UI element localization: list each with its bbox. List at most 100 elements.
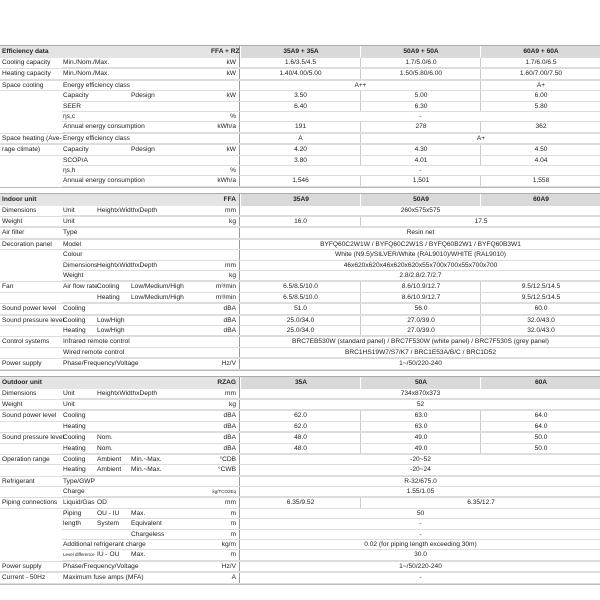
model-column-header: 50A9 + 50A [360,46,480,58]
value-cell: - [419,530,422,538]
value-cell: 278 [360,122,480,133]
row-sub-label: Heating [63,422,86,430]
value-cell: -20~52 [410,455,431,463]
value-cell: 6.35/12.7 [360,498,600,509]
unit-label: dBA [210,315,240,326]
row-label: Control systems [2,338,50,346]
value-cell: 4.04 [480,155,600,166]
row-sub-label: Cooling [63,434,86,442]
value-cell: 1.60/7.00/7.50 [480,69,600,80]
row-sub-label: Infrared remote control [63,338,130,346]
spec-row: Heating Nom. dBA 48.0 49.0 50.0 [0,443,600,454]
spec-row: Heating capacity Min./Nom./Max. kW 1.40/4.0… [0,68,600,80]
row-sub-label: Heating [63,444,86,452]
value-cell: 734x870x373 [400,389,441,397]
value-cell: 1.7/5.0/6.0 [360,58,480,69]
spec-row: Power supply Phase/Frequency/Voltage Hz/V 1… [0,358,600,370]
value-cell: 6.40 [294,102,307,110]
unit-label: kW [210,91,240,102]
value-cell: BRC7EB530W (standard panel) / BRC7F530W … [292,338,549,346]
row-sub-label: Min.~Max. [131,466,162,474]
row-sub-label: HeightxWidthxDepth [97,261,158,269]
row-divider [62,335,600,337]
row-sub-label: Piping [63,509,82,517]
row-sub-label: Heating [63,326,86,334]
row-sub-label: Cooling [63,316,86,324]
spec-row: Fan Air flow rate Cooling Low/Medium/High m³… [0,281,600,293]
row-divider [0,154,600,156]
row-sub-label: Air flow rate [63,283,98,291]
value-cell: 1.7/6.0/6.5 [480,58,600,69]
value-cell: 4.01 [360,155,480,166]
value-cell: 32.0/43.0 [480,325,600,337]
value-cell: 51.0 [294,305,307,313]
value-cell: 1.40/4.00/5.00 [279,70,322,78]
unit-label: kg/m [210,540,240,551]
row-divider [62,164,600,166]
row-label [0,102,62,112]
unit-label [210,155,240,166]
model-column-header: 50A [360,376,480,389]
row-divider [62,110,600,112]
row-label: Space heating (Ave- [2,134,62,142]
value-cell: 1,558 [480,176,600,187]
value-cell: 5.00 [360,91,480,102]
section-header-row: Efficiency data FFA + RZAG 35A9 + 35A 50A9 … [0,45,600,58]
value-cell: A+ [480,80,600,92]
value-cell: A [298,134,303,142]
value-cell: 1.6/3.5/4.5 [284,59,317,66]
row-label [0,550,62,560]
value-cell: 16.0 [294,218,307,226]
row-label: Piping connections [2,499,58,507]
model-column-header: 50A9 [360,193,480,206]
value-cell: 9.5/12.5/14.5 [480,282,600,293]
row-sub-label: ηs,h [63,166,76,174]
row-label [0,166,62,176]
spec-row: Space heating (Ave- Energy efficiency cla… [0,132,600,145]
row-sub-label: Wired remote control [63,348,125,356]
row-sub-label: Cooling [97,283,120,291]
value-cell: 52 [416,400,425,408]
row-label [0,326,62,336]
row-sub-label: Ambient [97,466,122,474]
row-label: Weight [2,400,23,408]
row-label: Air filter [2,229,25,237]
row-divider [62,280,600,282]
value-cell: - [419,574,422,582]
row-label: Sound power level [2,412,57,420]
row-label [0,112,62,122]
value-cell: 50.0 [480,443,600,454]
spec-row: rage climate) Capacity Pdesign kW 4.20 4.30 4.… [0,144,600,156]
row-sub-label: Type [63,229,78,237]
value-cell: -20~24 [410,466,431,474]
row-label [0,176,62,186]
spec-row: Space cooling Energy efficiency class A++ A… [0,79,600,92]
row-sub-label: HeightxWidthxDepth [97,389,158,397]
row-label [0,444,62,454]
unit-label: °CDB [210,454,240,466]
value-cell: 30.0 [414,551,427,559]
row-divider [0,249,600,251]
model-column-header: 35A9 [240,193,360,206]
spec-row: Heating Ambient Min.~Max. °CWB -20~24 [0,465,600,476]
value-cell: 191 [294,123,306,131]
row-sub-label: Low/Medium/High [131,293,184,301]
row-divider [62,121,600,123]
unit-label [210,250,240,261]
row-sub-label: Level difference [63,552,95,558]
value-cell: 64.0 [480,421,600,433]
row-sub-label: Max. [131,509,146,517]
row-divider [62,259,600,261]
row-label [0,487,62,497]
value-cell: 62.0 [294,422,307,430]
spec-row: Capacity Pdesign kW 3.50 5.00 6.00 [0,91,600,102]
value-cell: 3.50 [294,92,307,100]
row-divider [62,528,600,530]
row-label: Sound power level [2,305,57,313]
row-sub-label: Low/Medium/High [131,283,184,291]
unit-label: mm [210,388,240,399]
row-divider [0,313,600,315]
value-cell: 1.55/1.05 [406,488,435,496]
row-divider [62,357,600,359]
row-divider [0,442,600,444]
